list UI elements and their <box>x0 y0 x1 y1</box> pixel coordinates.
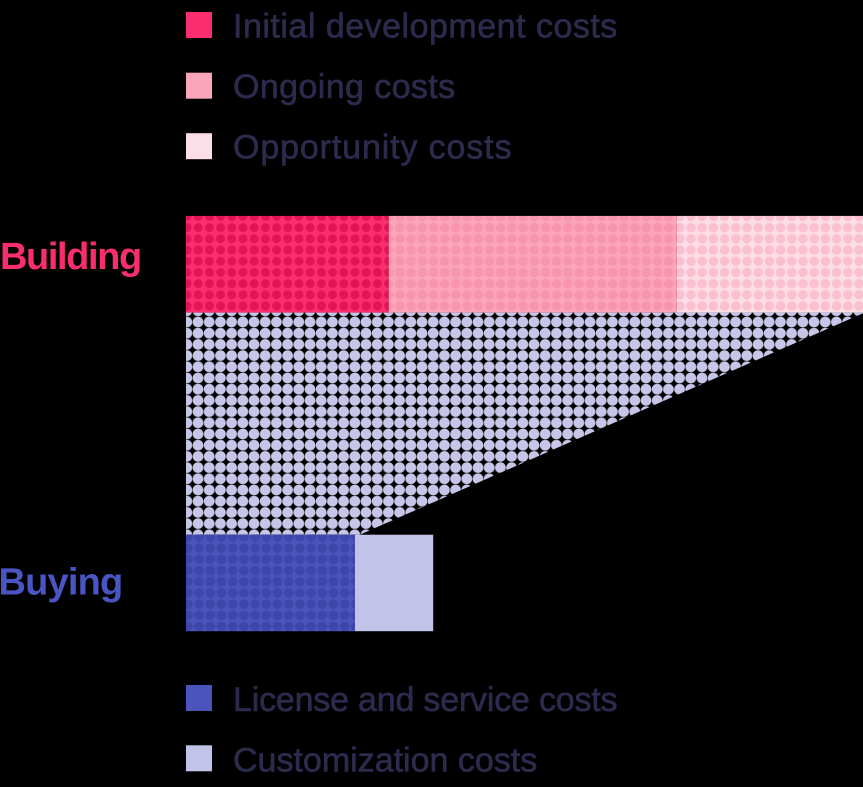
svg-text:Initial development costs: Initial development costs <box>233 8 618 46</box>
svg-text:Building: Building <box>0 236 141 278</box>
svg-text:Customization costs: Customization costs <box>233 741 537 779</box>
svg-text:Buying: Buying <box>0 562 122 604</box>
svg-text:Ongoing costs: Ongoing costs <box>233 68 456 106</box>
svg-text:Opportunity costs: Opportunity costs <box>233 129 512 167</box>
svg-text:License and service costs: License and service costs <box>233 681 617 719</box>
